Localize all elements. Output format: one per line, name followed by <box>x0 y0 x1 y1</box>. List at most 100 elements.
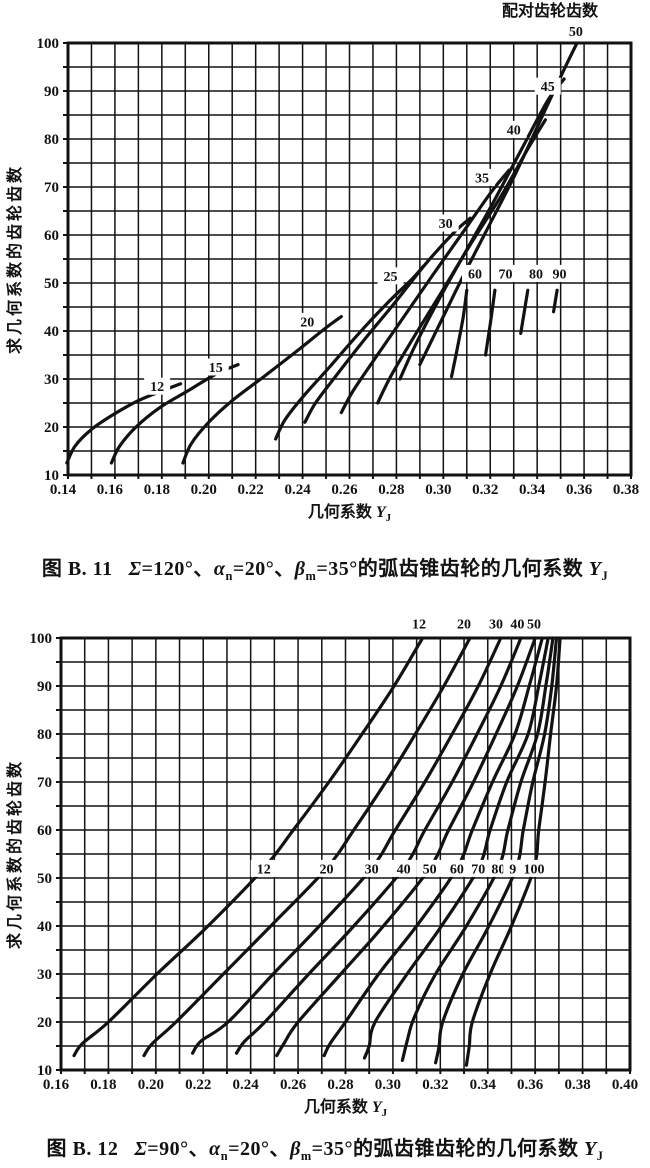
y-tick-label: 60 <box>37 823 52 839</box>
curve-label-bg <box>377 267 404 285</box>
caption-segment: n <box>225 569 233 583</box>
curve-label: 35 <box>475 171 489 186</box>
x-axis-title: 几何系数 YJ <box>308 502 392 524</box>
curve-label: 30 <box>439 217 453 232</box>
curve-label: 40 <box>510 618 524 633</box>
x-tick-label: 0.18 <box>144 482 170 498</box>
curve-z35 <box>339 168 511 415</box>
curve-label-bg <box>202 358 229 376</box>
curve-z70 <box>483 288 497 357</box>
curve-label: 100 <box>523 862 544 877</box>
caption-segment: α <box>213 558 226 580</box>
curve-label: 70 <box>471 862 485 877</box>
curve-label-bg <box>416 859 443 877</box>
curve-label-bg <box>534 77 561 95</box>
caption-segment: =35°的弧齿锥齿轮的几何系数 <box>316 558 589 580</box>
curve-label-bg <box>462 264 489 282</box>
x-tick-label: 0.24 <box>284 482 311 498</box>
caption-segment: =35°的弧齿锥齿轮的几何系数 <box>311 1138 585 1160</box>
figure-number: 图 B. 11 <box>41 558 113 580</box>
caption-segment: m <box>300 1149 312 1163</box>
curve-label-bg <box>469 168 496 186</box>
y-tick-label: 30 <box>37 967 52 983</box>
curve-label: 60 <box>468 267 482 282</box>
y-axis-title: 求几何系数的齿轮齿数 <box>5 759 24 949</box>
curve-label: 12 <box>257 862 271 877</box>
y-tick-label: 70 <box>44 180 59 196</box>
curve-z50 <box>418 41 579 367</box>
x-tick-label: 0.16 <box>97 482 124 498</box>
curve-label-bg <box>294 312 321 330</box>
curve-label: 45 <box>541 80 555 95</box>
curve-z45 <box>398 77 566 381</box>
y-tick-label: 60 <box>44 228 59 244</box>
x-tick-label: 0.26 <box>331 482 358 498</box>
curve-label: 80 <box>491 862 505 877</box>
curve-label: 30 <box>365 862 379 877</box>
curve-z50 <box>275 636 537 1058</box>
x-tick-label: 0.14 <box>50 482 77 498</box>
x-tick-label: 0.30 <box>375 1077 401 1093</box>
x-tick-label: 0.36 <box>566 482 593 498</box>
curve-label: 40 <box>397 862 411 877</box>
curve-z40 <box>234 636 523 1055</box>
curve-label: 15 <box>209 361 223 376</box>
caption-segment: =120°、 <box>141 558 214 580</box>
curve-label: 12 <box>412 618 426 633</box>
curve-label-bg <box>443 859 470 877</box>
curve-label-bg <box>465 859 492 877</box>
x-tick-label: 0.28 <box>327 1077 353 1093</box>
y-tick-label: 90 <box>37 679 52 695</box>
curve-label-bg <box>313 859 340 877</box>
y-tick-label: 90 <box>44 84 59 100</box>
figure-caption-b11: 图 B. 11 Σ=120°、αn=20°、βm=35°的弧齿锥齿轮的几何系数 Y… <box>0 552 650 584</box>
x-tick-label: 0.28 <box>378 482 404 498</box>
y-tick-label: 100 <box>37 36 60 52</box>
caption-segment: Σ <box>134 1138 148 1160</box>
caption-segment: J <box>601 569 609 583</box>
figure-caption-b12: 图 B. 12 Σ=90°、αn=20°、βm=35°的弧齿锥齿轮的几何系数 YJ <box>0 1132 650 1164</box>
x-tick-label: 0.34 <box>519 482 546 498</box>
curve-label: 12 <box>150 380 164 395</box>
curve-label-bg <box>546 264 573 282</box>
curve-z20 <box>142 636 472 1058</box>
x-tick-label: 0.26 <box>280 1077 307 1093</box>
y-tick-label: 80 <box>44 132 59 148</box>
x-tick-label: 0.32 <box>422 1077 448 1093</box>
y-tick-label: 40 <box>37 919 52 935</box>
mating-teeth-header: 配对齿轮齿数 <box>502 1 599 20</box>
curve-label-bg <box>358 859 385 877</box>
caption-segment: β <box>290 1138 301 1160</box>
figure-caption-text: Σ=90°、αn=20°、βm=35°的弧齿锥齿轮的几何系数 YJ <box>134 1138 603 1163</box>
curve-label: 50 <box>569 25 583 40</box>
curve-label: 20 <box>300 315 314 330</box>
y-tick-label: 100 <box>30 631 53 647</box>
y-tick-label: 40 <box>44 324 59 340</box>
y-tick-label: 30 <box>44 372 59 388</box>
x-tick-label: 0.18 <box>90 1077 116 1093</box>
curve-label: 80 <box>529 267 543 282</box>
y-tick-label: 50 <box>44 276 59 292</box>
y-axis-title: 求几何系数的齿轮齿数 <box>5 164 24 354</box>
caption-segment: α <box>209 1138 221 1160</box>
curve-z100 <box>464 636 562 1067</box>
caption-segment: Y <box>588 558 602 580</box>
x-tick-label: 0.36 <box>517 1077 544 1093</box>
curve-label-bg <box>390 859 417 877</box>
curve-z30 <box>303 216 472 424</box>
curve-z80 <box>519 288 530 335</box>
caption-segment: =90°、 <box>147 1138 210 1160</box>
x-tick-label: 0.20 <box>191 482 217 498</box>
curve-label: 60 <box>450 862 464 877</box>
curve-label: 40 <box>507 123 521 138</box>
curve-label-bg <box>492 264 519 282</box>
y-tick-label: 50 <box>37 871 52 887</box>
x-tick-label: 0.32 <box>472 482 498 498</box>
curve-label-bg <box>522 264 549 282</box>
curve-label: 20 <box>457 618 471 633</box>
figure-number: 图 B. 12 <box>46 1138 119 1160</box>
x-tick-label: 0.16 <box>43 1077 70 1093</box>
x-tick-label: 0.30 <box>425 482 451 498</box>
chart-b11: 12 15 20 25 30 35 40 45 50 60 70 80 90 0.14 0.16 0.18 0.… <box>5 1 639 524</box>
